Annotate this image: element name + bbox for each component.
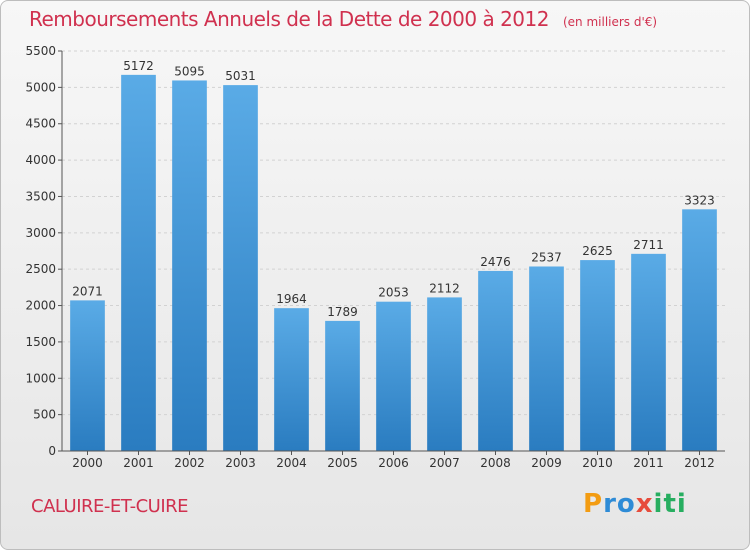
bar-value-label: 3323 bbox=[684, 193, 715, 207]
bar bbox=[529, 266, 564, 451]
x-tick-label: 2005 bbox=[327, 456, 358, 470]
bar bbox=[631, 253, 666, 451]
bar bbox=[274, 308, 309, 451]
y-tick-label: 500 bbox=[33, 408, 56, 422]
logo-part-3: x bbox=[635, 489, 654, 519]
y-tick-label: 4000 bbox=[25, 153, 56, 167]
x-tick-label: 2010 bbox=[582, 456, 613, 470]
logo-part-4: iti bbox=[653, 489, 687, 519]
chart-title: Remboursements Annuels de la Dette de 20… bbox=[29, 7, 657, 31]
x-tick-label: 2002 bbox=[174, 456, 205, 470]
logo-part-2: ro bbox=[603, 489, 636, 519]
bar-value-label: 2537 bbox=[531, 250, 562, 264]
bar bbox=[580, 260, 615, 451]
bar bbox=[325, 320, 360, 451]
x-tick-label: 2011 bbox=[633, 456, 664, 470]
bar-value-label: 5095 bbox=[174, 64, 205, 78]
bar bbox=[478, 270, 513, 451]
y-tick-label: 5000 bbox=[25, 80, 56, 94]
bar-value-label: 2476 bbox=[480, 255, 511, 269]
bar-value-label: 2711 bbox=[633, 238, 664, 252]
x-tick-label: 2000 bbox=[72, 456, 103, 470]
y-tick-label: 5500 bbox=[25, 44, 56, 58]
bar-value-label: 5031 bbox=[225, 69, 256, 83]
bar bbox=[682, 209, 717, 451]
x-tick-label: 2004 bbox=[276, 456, 307, 470]
y-tick-label: 4500 bbox=[25, 117, 56, 131]
x-tick-label: 2006 bbox=[378, 456, 409, 470]
bar bbox=[376, 301, 411, 451]
x-tick-label: 2009 bbox=[531, 456, 562, 470]
proxiti-logo: Proxiti bbox=[583, 489, 687, 519]
x-tick-label: 2001 bbox=[123, 456, 154, 470]
x-tick-label: 2012 bbox=[684, 456, 715, 470]
x-tick-label: 2003 bbox=[225, 456, 256, 470]
y-tick-label: 1000 bbox=[25, 371, 56, 385]
y-tick-label: 1500 bbox=[25, 335, 56, 349]
chart-subtitle: (en milliers d'€) bbox=[562, 15, 658, 29]
bar bbox=[427, 297, 462, 451]
bar-value-label: 2053 bbox=[378, 286, 409, 300]
bar-value-label: 2071 bbox=[72, 284, 103, 298]
bar bbox=[70, 300, 105, 451]
y-tick-label: 2000 bbox=[25, 299, 56, 313]
y-tick-label: 2500 bbox=[25, 262, 56, 276]
bar-value-label: 2625 bbox=[582, 244, 613, 258]
axes: 0 500 1000 1500 2000 2500 3000 3500 4000 4500 5000… bbox=[25, 44, 725, 470]
chart-title-text: Remboursements Annuels de la Dette de 20… bbox=[29, 7, 549, 31]
bars: 2071 5172 5095 5031 1964 1789 2053 2112 2476 2537… bbox=[70, 59, 717, 452]
bar bbox=[121, 74, 156, 451]
bar-value-label: 1964 bbox=[276, 292, 307, 306]
y-tick-label: 3000 bbox=[25, 226, 56, 240]
y-tick-label: 0 bbox=[48, 444, 56, 458]
bar-value-label: 5172 bbox=[123, 59, 154, 73]
x-tick-label: 2007 bbox=[429, 456, 460, 470]
y-tick-label: 3500 bbox=[25, 189, 56, 203]
x-tick-label: 2008 bbox=[480, 456, 511, 470]
bar-value-label: 1789 bbox=[327, 305, 358, 319]
logo-part-1: P bbox=[583, 489, 604, 519]
bar-value-label: 2112 bbox=[429, 281, 460, 295]
bar bbox=[223, 85, 258, 451]
commune-name: CALUIRE-ET-CUIRE bbox=[31, 496, 189, 517]
bar bbox=[172, 80, 207, 452]
